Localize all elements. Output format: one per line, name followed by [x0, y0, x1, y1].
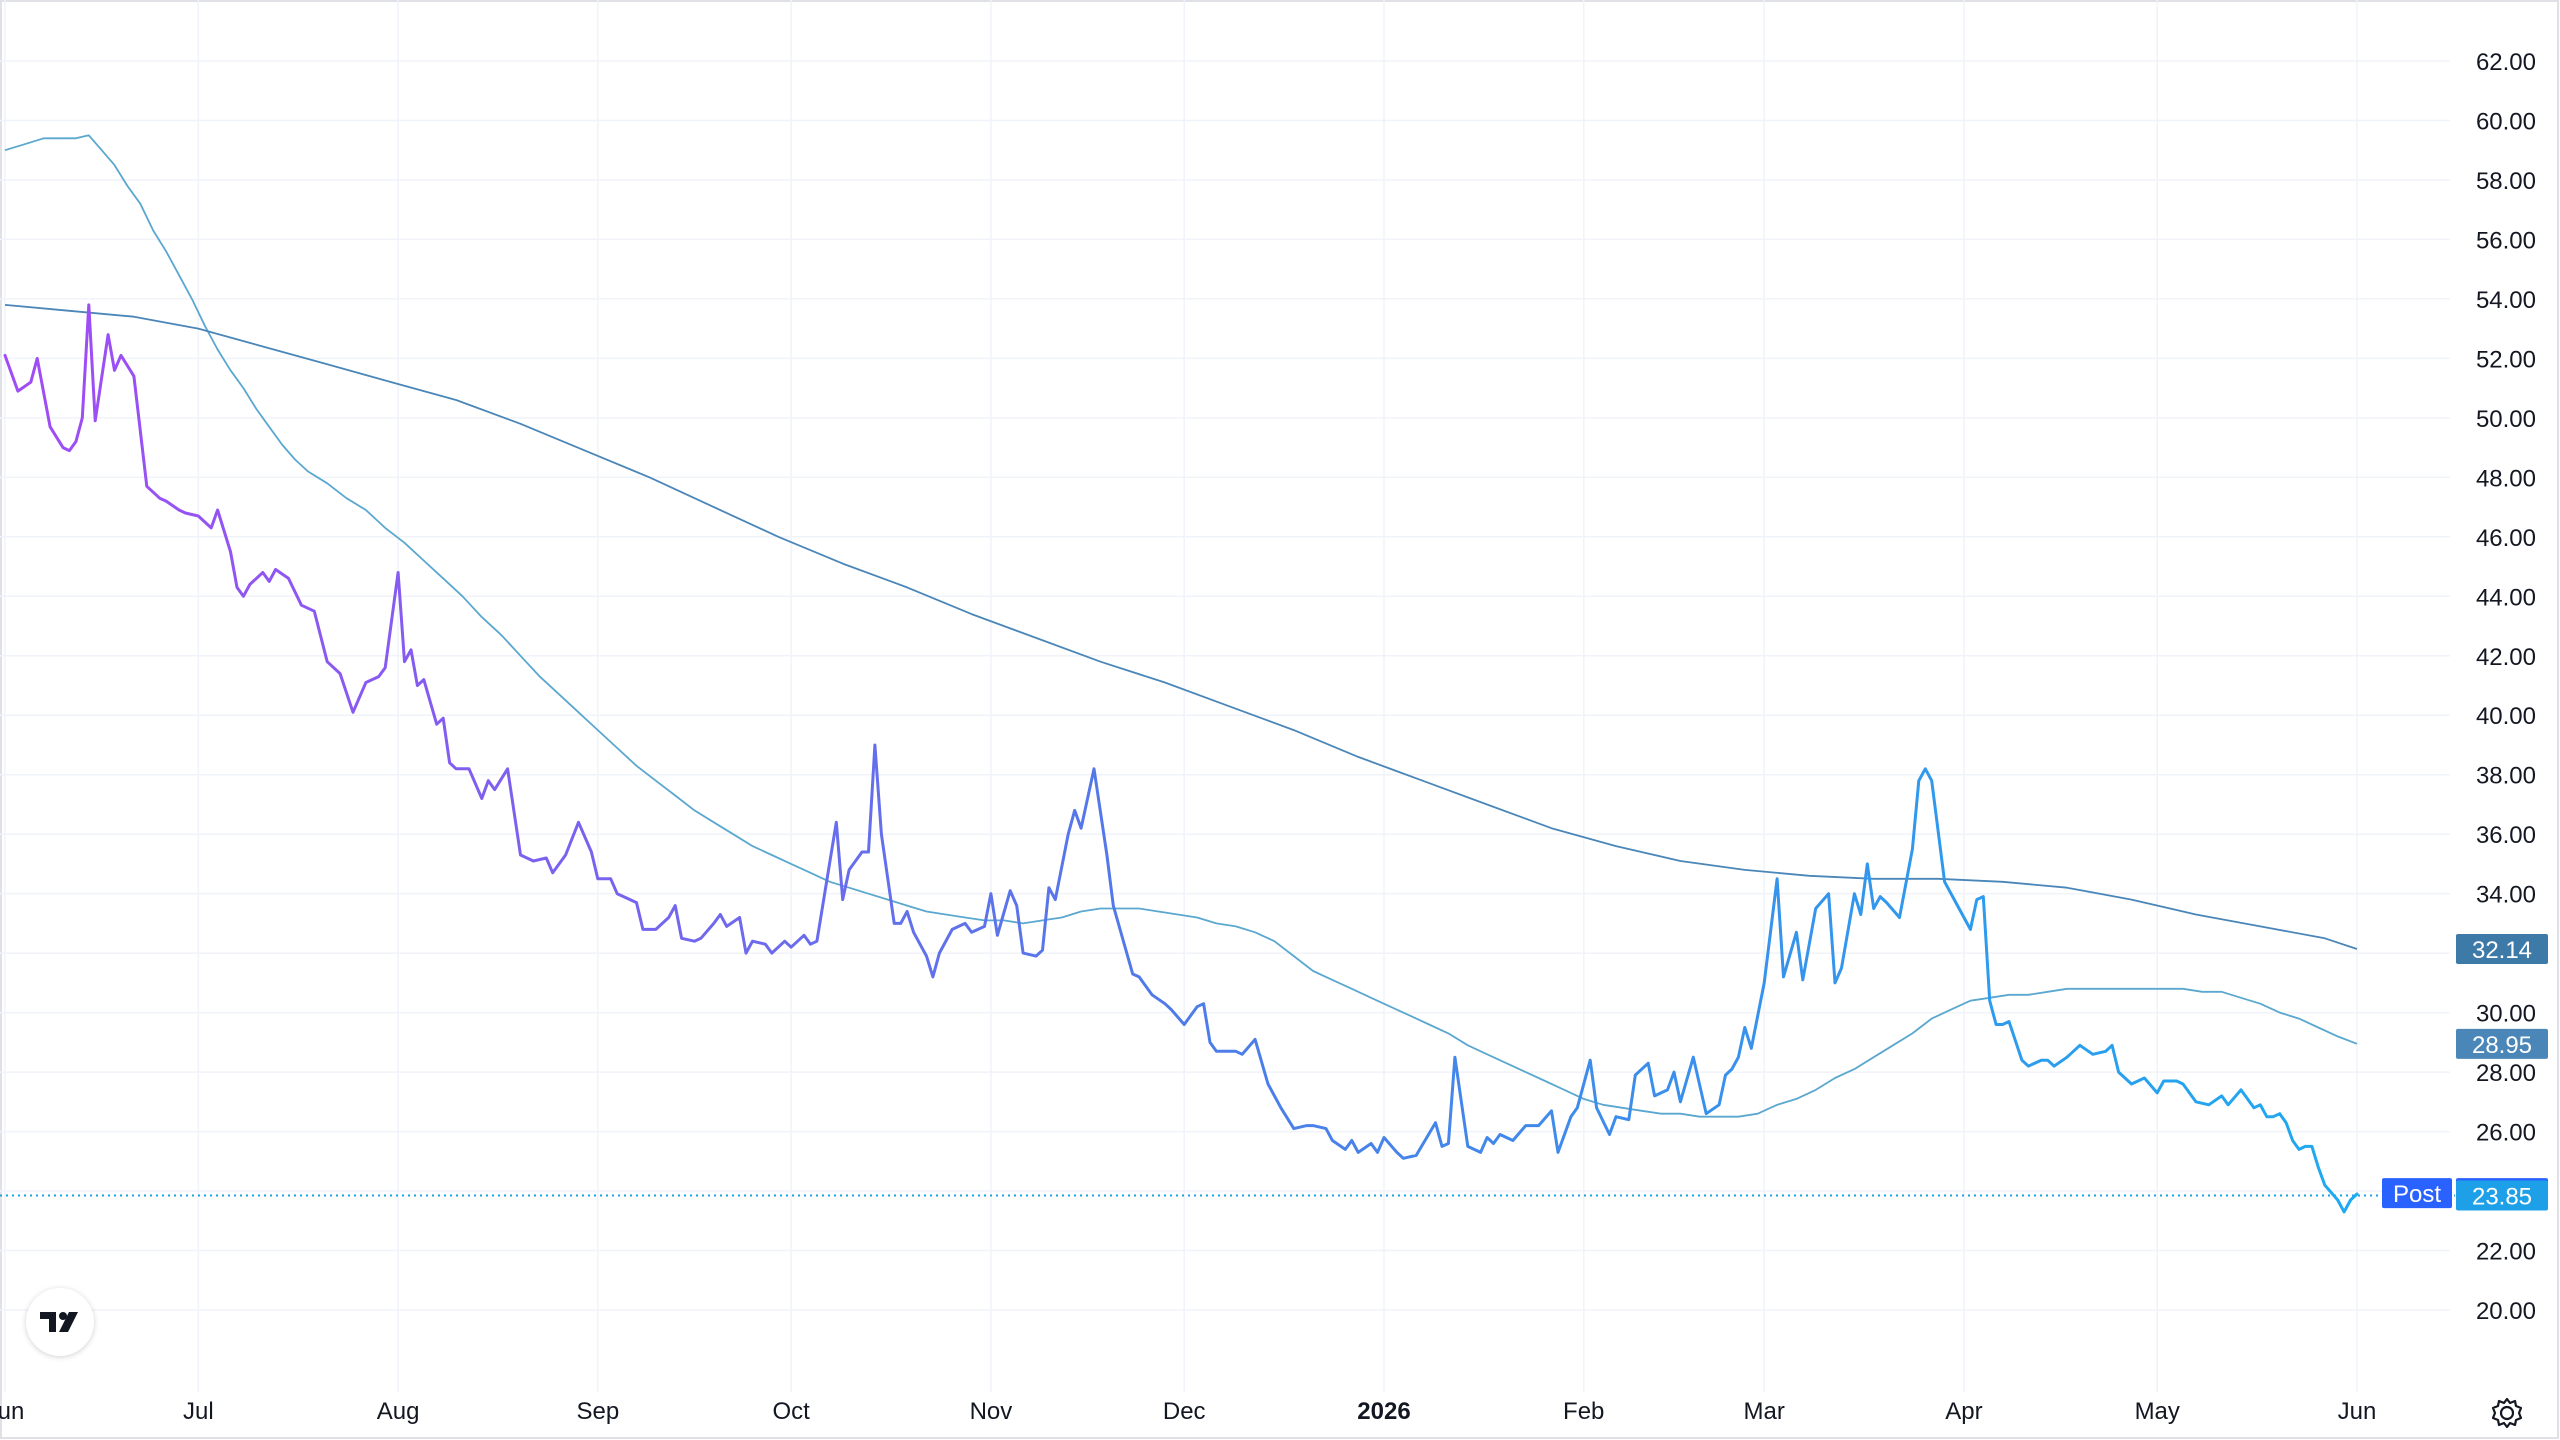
x-tick-label: 2026 [1357, 1398, 1410, 1425]
x-tick-label: Mar [1743, 1398, 1784, 1425]
price-badge [2456, 1028, 2548, 1059]
y-tick-label: 30.00 [2476, 1001, 2536, 1028]
post-market-badge [2382, 1178, 2452, 1209]
price-badge [2456, 1180, 2548, 1211]
y-tick-label: 28.00 [2476, 1060, 2536, 1087]
x-tick-label: Jun [0, 1398, 24, 1425]
y-tick-label: 48.00 [2476, 465, 2536, 492]
y-tick-label: 52.00 [2476, 346, 2536, 373]
y-tick-label: 50.00 [2476, 406, 2536, 433]
gear-icon[interactable] [2490, 1396, 2524, 1430]
series-line-price [3, 303, 2359, 1214]
y-tick-label: 20.00 [2476, 1298, 2536, 1325]
y-tick-label: 22.00 [2476, 1239, 2536, 1266]
y-tick-label: 46.00 [2476, 525, 2536, 552]
x-tick-label: Jul [183, 1398, 214, 1425]
y-tick-label: 54.00 [2476, 287, 2536, 314]
x-tick-label: Aug [377, 1398, 420, 1425]
x-tick-label: Apr [1945, 1398, 1982, 1425]
series-line-ma-slow [4, 304, 2358, 950]
y-tick-label: 26.00 [2476, 1120, 2536, 1147]
y-tick-label: 36.00 [2476, 822, 2536, 849]
y-tick-label: 58.00 [2476, 168, 2536, 195]
y-tick-label: 62.00 [2476, 49, 2536, 76]
x-tick-label: Oct [772, 1398, 810, 1425]
price-badge-label: 28.95 [2472, 1032, 2532, 1059]
tradingview-logo-icon[interactable] [26, 1288, 94, 1356]
y-tick-label: 60.00 [2476, 108, 2536, 135]
x-tick-label: Sep [576, 1398, 619, 1425]
y-tick-label: 34.00 [2476, 882, 2536, 909]
y-tick-label: 44.00 [2476, 584, 2536, 611]
post-market-badge-label: Post [2393, 1181, 2441, 1208]
y-tick-label: 42.00 [2476, 644, 2536, 671]
y-tick-label: 40.00 [2476, 703, 2536, 730]
y-tick-label: 38.00 [2476, 763, 2536, 790]
price-badge [2456, 933, 2548, 964]
y-tick-label: 56.00 [2476, 227, 2536, 254]
x-tick-label: Dec [1163, 1398, 1206, 1425]
price-badge-label: 32.14 [2472, 937, 2532, 964]
x-tick-label: Jun [2338, 1398, 2377, 1425]
x-tick-label: Feb [1563, 1398, 1604, 1425]
x-tick-label: May [2135, 1398, 2180, 1425]
price-badge-label: 23.85 [2472, 1184, 2532, 1211]
x-tick-label: Nov [970, 1398, 1013, 1425]
series-line-ma-fast [4, 134, 2358, 1118]
